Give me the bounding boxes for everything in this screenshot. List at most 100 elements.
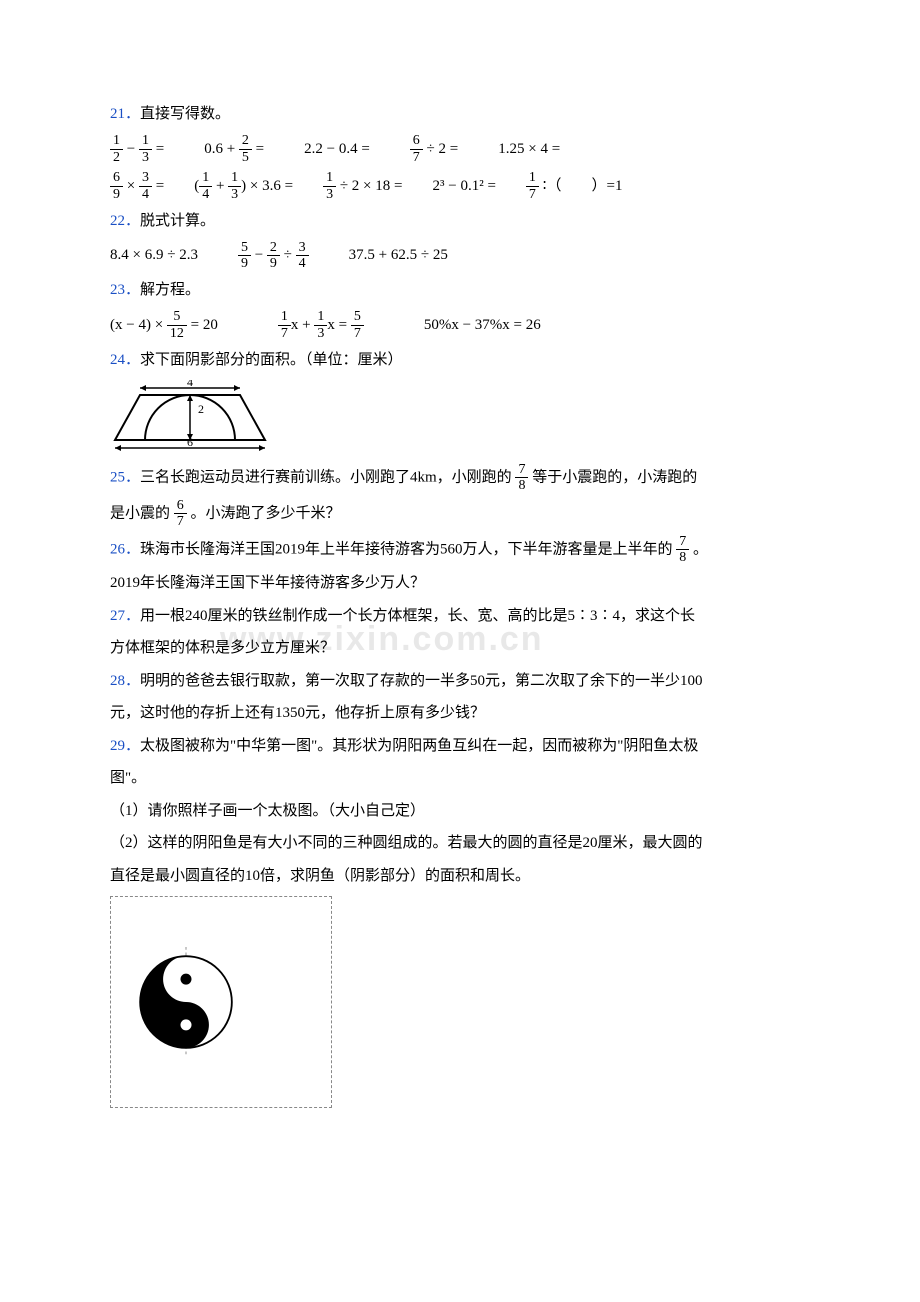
- frac-num: 6: [410, 133, 423, 148]
- q27-line2: 方体框架的体积是多少立方厘米？: [110, 634, 810, 663]
- q27-line1: 27．用一根240厘米的铁丝制作成一个长方体框架，长、宽、高的比是5∶3∶4，求…: [110, 602, 810, 631]
- frac-den: 3: [323, 186, 336, 202]
- frac-den: 2: [110, 149, 123, 165]
- eq21-6: 69 × 34 =: [110, 170, 164, 203]
- q21-text: 直接写得数。: [140, 106, 230, 122]
- q28-line1: 28．明明的爸爸去银行取款，第一次取了存款的一半多50元，第二次取了余下的一半少…: [110, 667, 810, 696]
- eq-text: x +: [291, 317, 314, 333]
- eq23-2: 17x + 13x = 57: [278, 309, 364, 342]
- q28-line2: 元，这时他的存折上还有1350元，他存折上原有多少钱？: [110, 699, 810, 728]
- frac-num: 6: [110, 170, 123, 185]
- frac-den: 4: [296, 255, 309, 271]
- trap-top-label: 4: [187, 380, 193, 389]
- q24-num: 24．: [110, 352, 140, 368]
- eq23-3: 50%x − 37%x = 26: [424, 309, 541, 342]
- eq-text: = 20: [187, 317, 218, 333]
- q28-a: 明明的爸爸去银行取款，第一次取了存款的一半多50元，第二次取了余下的一半少100: [140, 673, 703, 689]
- frac-den: 9: [267, 255, 280, 271]
- q23-prompt: 23．解方程。: [110, 276, 810, 305]
- frac-num: 2: [267, 240, 280, 255]
- eq22-2: 59 − 29 ÷ 34: [238, 239, 309, 272]
- q25-c: 是小震的: [110, 505, 170, 521]
- eq21-1: 12 − 13 =: [110, 133, 164, 166]
- eq21-10: 17 ∶（ ）=1: [526, 170, 623, 203]
- eq-text: ÷ 2 × 18 =: [336, 178, 402, 194]
- rparen-text: ) × 3.6 =: [241, 178, 293, 194]
- q26-num: 26．: [110, 541, 140, 557]
- q27-num: 27．: [110, 608, 140, 624]
- q26-a: 珠海市长隆海洋王国2019年上半年接待游客为560万人，下半年游客量是上半年的: [140, 541, 673, 557]
- q29-num: 29．: [110, 738, 140, 754]
- eq-text: (x − 4) ×: [110, 317, 167, 333]
- frac-den: 5: [239, 149, 252, 165]
- frac-num: 5: [351, 309, 364, 324]
- q21-prompt: 21．直接写得数。: [110, 100, 810, 129]
- frac-den: 7: [174, 513, 187, 529]
- frac-num: 1: [278, 309, 291, 324]
- eq22-3: 37.5 + 62.5 ÷ 25: [349, 239, 448, 272]
- eq21-9: 2³ − 0.1² =: [432, 170, 495, 203]
- frac-den: 8: [676, 549, 689, 565]
- frac-num: 5: [167, 309, 187, 324]
- trap-bot-label: 6: [187, 435, 193, 449]
- frac-den: 7: [278, 325, 291, 341]
- eq-text: x =: [327, 317, 350, 333]
- q22-row: 8.4 × 6.9 ÷ 2.3 59 − 29 ÷ 34 37.5 + 62.5…: [110, 239, 810, 272]
- q25-num: 25．: [110, 469, 140, 485]
- frac-num: 1: [314, 309, 327, 324]
- eq-sign: =: [156, 141, 164, 157]
- frac-num: 7: [676, 534, 689, 549]
- frac-num: 1: [139, 133, 152, 148]
- q26-line2: 2019年长隆海洋王国下半年接待游客多少万人？: [110, 569, 810, 598]
- frac-den: 4: [199, 186, 212, 202]
- frac-num: 1: [110, 133, 123, 148]
- frac-num: 1: [526, 170, 539, 185]
- q29-line2: 图"。: [110, 764, 810, 793]
- frac-num: 1: [228, 170, 241, 185]
- frac-num: 6: [174, 498, 187, 513]
- eq-op: ×: [123, 178, 139, 194]
- frac-num: 7: [515, 462, 528, 477]
- frac-den: 3: [314, 325, 327, 341]
- q24-prompt: 24．求下面阴影部分的面积。（单位：厘米）: [110, 346, 810, 375]
- q22-text: 脱式计算。: [140, 213, 215, 229]
- q22-prompt: 22．脱式计算。: [110, 207, 810, 236]
- q23-text: 解方程。: [140, 282, 200, 298]
- eq21-7: (14 + 13) × 3.6 =: [194, 170, 293, 203]
- q21-row1: 12 − 13 = 0.6 + 25 = 2.2 − 0.4 = 67 ÷ 2 …: [110, 133, 810, 166]
- frac-num: 3: [296, 240, 309, 255]
- q21-num: 21．: [110, 106, 140, 122]
- q23-row: (x − 4) × 512 = 20 17x + 13x = 57 50%x −…: [110, 309, 810, 342]
- trapezoid-figure: 4 2 6: [110, 380, 270, 452]
- frac-den: 7: [410, 149, 423, 165]
- q25-a: 三名长跑运动员进行赛前训练。小刚跑了4km，小刚跑的: [140, 469, 512, 485]
- frac-den: 3: [228, 186, 241, 202]
- q28-num: 28．: [110, 673, 140, 689]
- frac-den: 9: [238, 255, 251, 271]
- frac-num: 2: [239, 133, 252, 148]
- frac-den: 8: [515, 477, 528, 493]
- eq-sign: =: [152, 178, 164, 194]
- q25-d: 。小涛跑了多少千米？: [191, 505, 341, 521]
- trap-mid-label: 2: [198, 402, 204, 416]
- q24-text: 求下面阴影部分的面积。（单位：厘米）: [140, 352, 403, 368]
- eq-text: ÷ 2 =: [423, 141, 458, 157]
- q29-a: 太极图被称为"中华第一图"。其形状为阴阳两鱼互纠在一起，因而被称为"阴阳鱼太极: [140, 738, 698, 754]
- taiji-figure-box: [110, 896, 332, 1108]
- frac-den: 9: [110, 186, 123, 202]
- frac-den: 4: [139, 186, 152, 202]
- taiji-icon: [131, 947, 241, 1057]
- eq-text: 0.6 +: [204, 141, 239, 157]
- q26-b: 。: [693, 541, 708, 557]
- q22-num: 22．: [110, 213, 140, 229]
- q27-a: 用一根240厘米的铁丝制作成一个长方体框架，长、宽、高的比是5∶3∶4，求这个长: [140, 608, 695, 624]
- q25-b: 等于小震跑的，小涛跑的: [532, 469, 697, 485]
- q21-row2: 69 × 34 = (14 + 13) × 3.6 = 13 ÷ 2 × 18 …: [110, 170, 810, 203]
- eq22-1: 8.4 × 6.9 ÷ 2.3: [110, 239, 198, 272]
- q29-line1: 29．太极图被称为"中华第一图"。其形状为阴阳两鱼互纠在一起，因而被称为"阴阳鱼…: [110, 732, 810, 761]
- frac-den: 3: [139, 149, 152, 165]
- eq-text: ∶（ ）=1: [539, 178, 623, 194]
- q26-line1: 26．珠海市长隆海洋王国2019年上半年接待游客为560万人，下半年游客量是上半…: [110, 534, 810, 566]
- eq21-2: 0.6 + 25 =: [204, 133, 264, 166]
- q25-line2: 是小震的 67 。小涛跑了多少千米？: [110, 498, 810, 530]
